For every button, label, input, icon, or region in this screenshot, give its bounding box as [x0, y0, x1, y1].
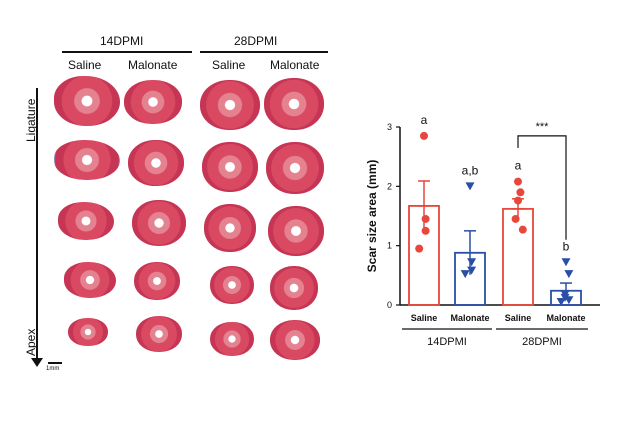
heart-section-r2-c3	[202, 142, 258, 192]
data-point	[564, 296, 574, 305]
scale-bar-label: 1mm	[46, 366, 60, 372]
group-label: 14DPMI	[427, 336, 467, 348]
data-point	[421, 226, 430, 235]
heart-section-r3-c3	[204, 204, 256, 252]
ligature-label: Ligature	[24, 98, 38, 142]
group-label-14dpmi: 14DPMI	[100, 34, 144, 48]
histology-panel: 14DPMI 28DPMI Saline Malonate Saline Mal…	[0, 0, 340, 380]
heart-section-r4-c1	[64, 262, 116, 298]
y-axis-label: Scar size area (mm)	[365, 160, 379, 273]
heart-section-r2-c1	[54, 140, 120, 180]
heart-section-r5-c3	[210, 322, 254, 356]
heart-section-r4-c4	[270, 266, 318, 310]
heart-section-r2-c2	[128, 140, 184, 186]
heart-section-r5-c4	[270, 320, 320, 360]
data-point	[511, 214, 520, 223]
heart-section-r3-c2	[132, 200, 186, 246]
heart-section-r1-c2	[124, 80, 182, 124]
significance-letter: a	[421, 113, 428, 127]
heart-section-r4-c3	[210, 266, 254, 304]
scale-bar	[48, 362, 62, 364]
data-point	[518, 225, 527, 234]
group-label: 28DPMI	[522, 336, 562, 348]
column-label-saline-14: Saline	[68, 58, 102, 72]
data-point	[560, 293, 570, 302]
y-tick-label: 3	[387, 122, 392, 132]
heart-section-r3-c1	[58, 202, 114, 240]
x-tick-label: Saline	[505, 313, 532, 323]
x-tick-label: Saline	[411, 313, 438, 323]
heart-section-r1-c4	[264, 78, 324, 130]
y-tick-label: 1	[387, 241, 392, 251]
group-underline-14dpmi	[62, 51, 192, 53]
significance-bracket	[517, 135, 567, 240]
heart-section-r4-c2	[134, 262, 180, 300]
group-label-28dpmi: 28DPMI	[234, 34, 278, 48]
data-point	[467, 258, 477, 267]
significance-letter: a,b	[462, 163, 479, 177]
group-underline-28dpmi	[200, 51, 328, 53]
apex-label: Apex	[24, 328, 38, 356]
data-point	[516, 188, 525, 197]
heart-section-r1-c1	[54, 76, 120, 126]
column-label-saline-28: Saline	[212, 58, 246, 72]
data-point	[420, 131, 428, 140]
data-point	[514, 177, 522, 186]
significance-letter: a	[515, 159, 522, 173]
data-point	[467, 266, 477, 275]
data-point	[465, 182, 475, 191]
bar	[502, 207, 534, 306]
x-tick-label: Malonate	[546, 313, 585, 323]
y-tick-label: 2	[387, 181, 392, 191]
ligature-apex-axis	[36, 88, 38, 360]
data-point	[564, 270, 574, 279]
data-point	[421, 214, 430, 223]
heart-section-r5-c2	[136, 316, 182, 352]
column-label-malonate-28: Malonate	[270, 58, 320, 72]
scar-size-chart: 0 1 2 3 Scar size area (mm) a Saline a,b Malonat…	[365, 113, 600, 348]
heart-section-r3-c4	[268, 206, 324, 256]
data-point	[415, 244, 424, 253]
axis-arrow-down-icon	[31, 358, 43, 367]
column-label-malonate-14: Malonate	[128, 58, 178, 72]
heart-section-r5-c1	[68, 318, 108, 346]
significance-letter: b	[563, 239, 570, 253]
heart-section-r2-c4	[266, 142, 324, 194]
data-point	[460, 270, 470, 279]
data-point	[556, 298, 566, 307]
y-tick-label: 0	[387, 300, 392, 310]
data-point	[514, 196, 522, 205]
x-tick-label: Malonate	[450, 313, 489, 323]
heart-section-r1-c3	[200, 80, 260, 130]
significance-stars: ***	[536, 121, 550, 133]
data-point	[561, 258, 571, 267]
